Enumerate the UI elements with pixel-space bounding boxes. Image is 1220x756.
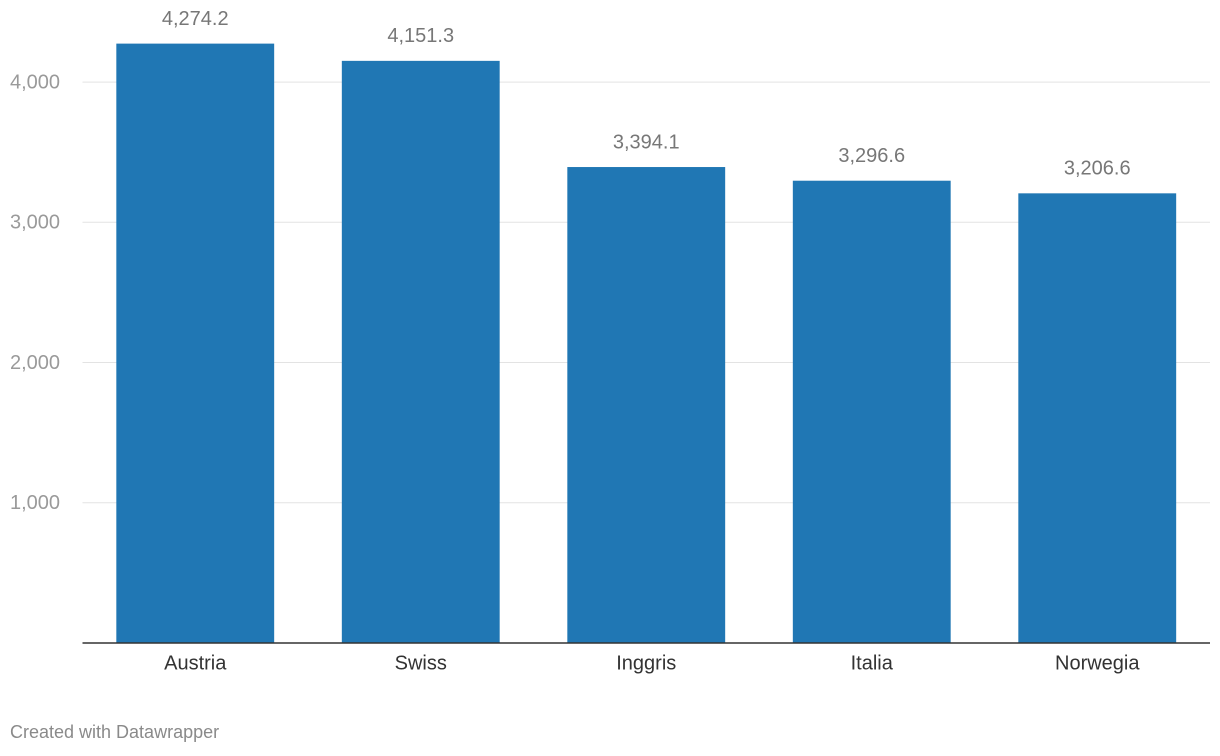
footer: Created with Datawrapper: [10, 722, 219, 742]
bar: [1018, 193, 1177, 644]
x-tick-label: Italia: [851, 652, 894, 674]
bar: [341, 60, 500, 643]
value-label: 4,151.3: [387, 25, 454, 47]
bar: [116, 43, 275, 644]
y-tick-label: 1,000: [10, 492, 60, 514]
value-label: 3,394.1: [613, 131, 680, 153]
x-tick-label: Norwegia: [1055, 652, 1140, 674]
y-tick-label: 4,000: [10, 71, 60, 93]
value-label: 4,274.2: [162, 8, 229, 30]
bar: [792, 180, 951, 643]
value-label: 3,206.6: [1064, 158, 1131, 180]
y-tick-label: 3,000: [10, 212, 60, 234]
x-tick-label: Inggris: [616, 652, 676, 674]
x-tick-label: Swiss: [395, 652, 447, 674]
y-tick-label: 2,000: [10, 352, 60, 374]
x-tick-label: Austria: [164, 652, 227, 674]
bar: [567, 167, 726, 643]
value-label: 3,296.6: [838, 145, 905, 167]
